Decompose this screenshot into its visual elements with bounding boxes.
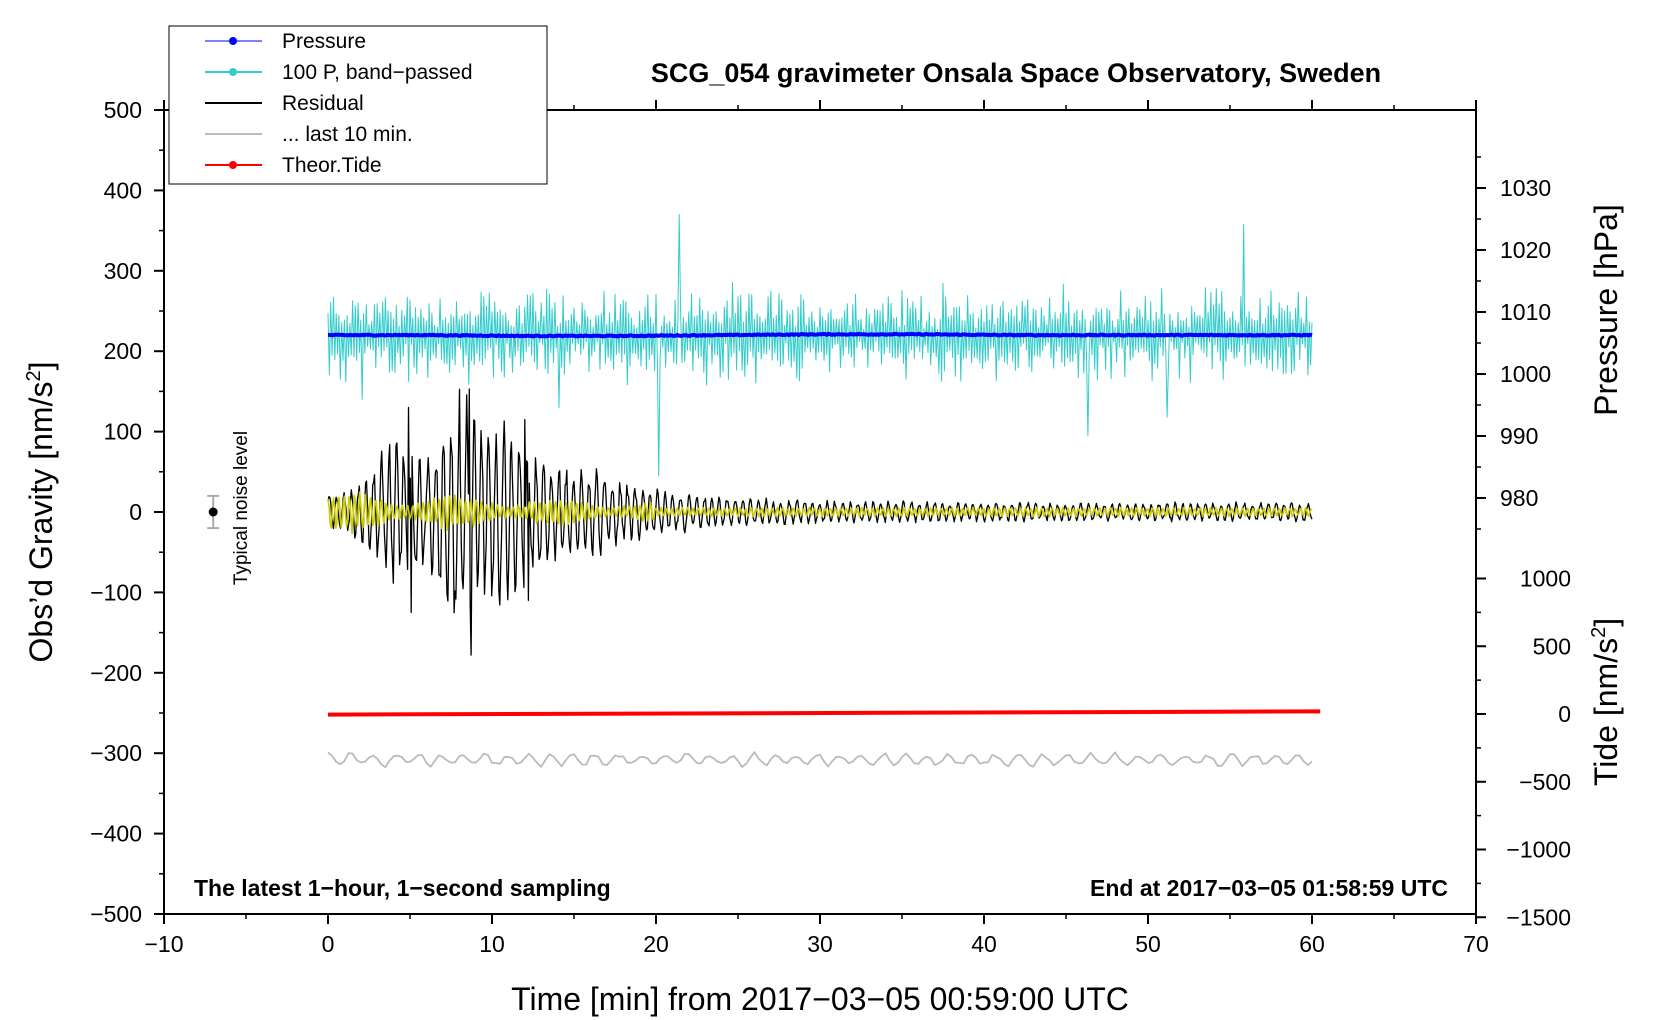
legend-label: Pressure [282, 30, 366, 53]
y-tick-label: 500 [104, 97, 142, 123]
tide-tick-label: −500 [1519, 769, 1571, 795]
tide-tick-label: −1500 [1506, 904, 1571, 930]
pressure-tick-label: 1020 [1500, 237, 1551, 263]
tide-axis-label: Tide [nm/s2] [1588, 618, 1624, 786]
y-tick-label: 300 [104, 258, 142, 284]
x-axis-label: Time [min] from 2017−03−05 00:59:00 UTC [511, 981, 1129, 1017]
series-theoretical-tide [327, 709, 1321, 717]
series-pressure [327, 331, 1313, 339]
pressure-tick-label: 980 [1500, 485, 1538, 511]
last-10-min-line [327, 751, 1313, 768]
y-tick-label: −100 [90, 579, 142, 605]
y-axis-label-main: Obs’d Gravity [nm/s [23, 382, 59, 663]
tide-axis-label-main: Tide [nm/s [1588, 638, 1624, 786]
tide-tick-label: 1000 [1520, 566, 1571, 592]
x-axis: −10 0 10 20 30 40 50 60 70 [144, 100, 1489, 957]
series-last-10-min [327, 751, 1313, 768]
y-axis-gravity: −500 −400 −300 −200 −100 0 100 200 300 400 500 [90, 97, 164, 927]
x-tick-label: 0 [322, 931, 335, 957]
annotation-sampling: The latest 1−hour, 1−second sampling [194, 875, 611, 901]
y-axis-label-end: ] [23, 362, 59, 371]
noise-point [208, 507, 218, 517]
x-tick-label: −10 [144, 931, 183, 957]
series-bandpassed-pressure [327, 214, 1313, 477]
tide-axis-label-sup: 2 [1588, 627, 1610, 638]
y-tick-label: −200 [90, 660, 142, 686]
annotation-end-time: End at 2017−03−05 01:58:59 UTC [1090, 875, 1448, 901]
pressure-tick-label: 990 [1500, 423, 1538, 449]
legend-label: 100 P, band−passed [282, 61, 473, 84]
legend-swatch-marker [229, 37, 237, 45]
pressure-tick-label: 1010 [1500, 299, 1551, 325]
x-tick-label: 10 [479, 931, 505, 957]
legend-label: ... last 10 min. [282, 123, 413, 146]
x-tick-label: 40 [971, 931, 997, 957]
y-tick-label: 200 [104, 338, 142, 364]
bandpassed-pressure-line [327, 214, 1313, 477]
y-tick-label: 100 [104, 419, 142, 445]
chart-title: SCG_054 gravimeter Onsala Space Observat… [651, 58, 1381, 88]
y-axis-label-sup: 2 [23, 370, 45, 381]
y-tick-label: −500 [90, 901, 142, 927]
y-tick-label: 0 [129, 499, 142, 525]
tide-axis-label-end: ] [1588, 618, 1624, 627]
x-tick-label: 70 [1463, 931, 1489, 957]
pressure-line [327, 331, 1313, 339]
residual-filtered-line [327, 491, 1313, 535]
tide-line [327, 709, 1321, 717]
noise-level-marker [207, 494, 220, 530]
y-axis-pressure: 980 990 1000 1010 1020 1030 [1476, 156, 1551, 530]
legend-label: Theor.Tide [282, 154, 382, 177]
legend-label: Residual [282, 92, 364, 115]
x-tick-label: 50 [1135, 931, 1161, 957]
legend: Pressure 100 P, band−passed Residual ... la… [168, 25, 548, 185]
legend-swatch-marker [229, 68, 237, 76]
legend-swatch-marker [229, 161, 237, 169]
tide-tick-label: 500 [1533, 633, 1571, 659]
y-tick-label: −400 [90, 821, 142, 847]
pressure-tick-label: 1000 [1500, 361, 1551, 387]
legend-box [168, 25, 548, 185]
tide-tick-label: 0 [1558, 701, 1571, 727]
y-tick-label: 400 [104, 177, 142, 203]
series-residual [327, 388, 1313, 656]
y-tick-label: −300 [90, 740, 142, 766]
y-axis-label: Obs’d Gravity [nm/s2] [23, 362, 59, 663]
residual-line [327, 388, 1313, 656]
tide-tick-label: −1000 [1506, 837, 1571, 863]
noise-level-label: Typical noise level [231, 431, 252, 585]
pressure-tick-label: 1030 [1500, 175, 1551, 201]
pressure-axis-label: Pressure [hPa] [1588, 204, 1624, 416]
series-residual-filtered [327, 491, 1313, 535]
x-tick-label: 30 [807, 931, 833, 957]
y-axis-tide: −1500 −1000 −500 0 500 1000 [1476, 566, 1571, 930]
x-tick-label: 60 [1299, 931, 1325, 957]
x-tick-label: 20 [643, 931, 669, 957]
